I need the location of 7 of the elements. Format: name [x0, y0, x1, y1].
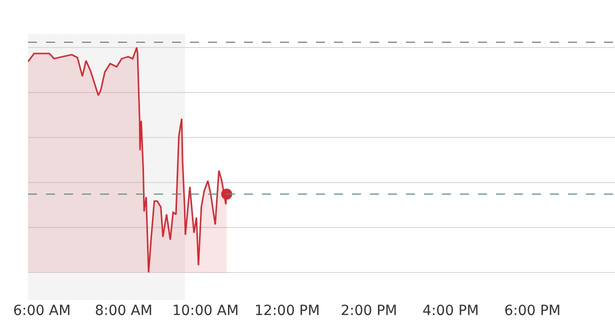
- x-tick-label: 10:00 AM: [172, 303, 239, 319]
- x-tick-label: 6:00 PM: [504, 303, 561, 319]
- x-tick-label: 6:00 AM: [13, 303, 71, 319]
- x-tick-label: 8:00 AM: [94, 303, 152, 319]
- x-tick-label: 4:00 PM: [422, 303, 479, 319]
- x-tick-label: 2:00 PM: [340, 303, 398, 319]
- x-tick-label: 12:00 PM: [254, 303, 320, 319]
